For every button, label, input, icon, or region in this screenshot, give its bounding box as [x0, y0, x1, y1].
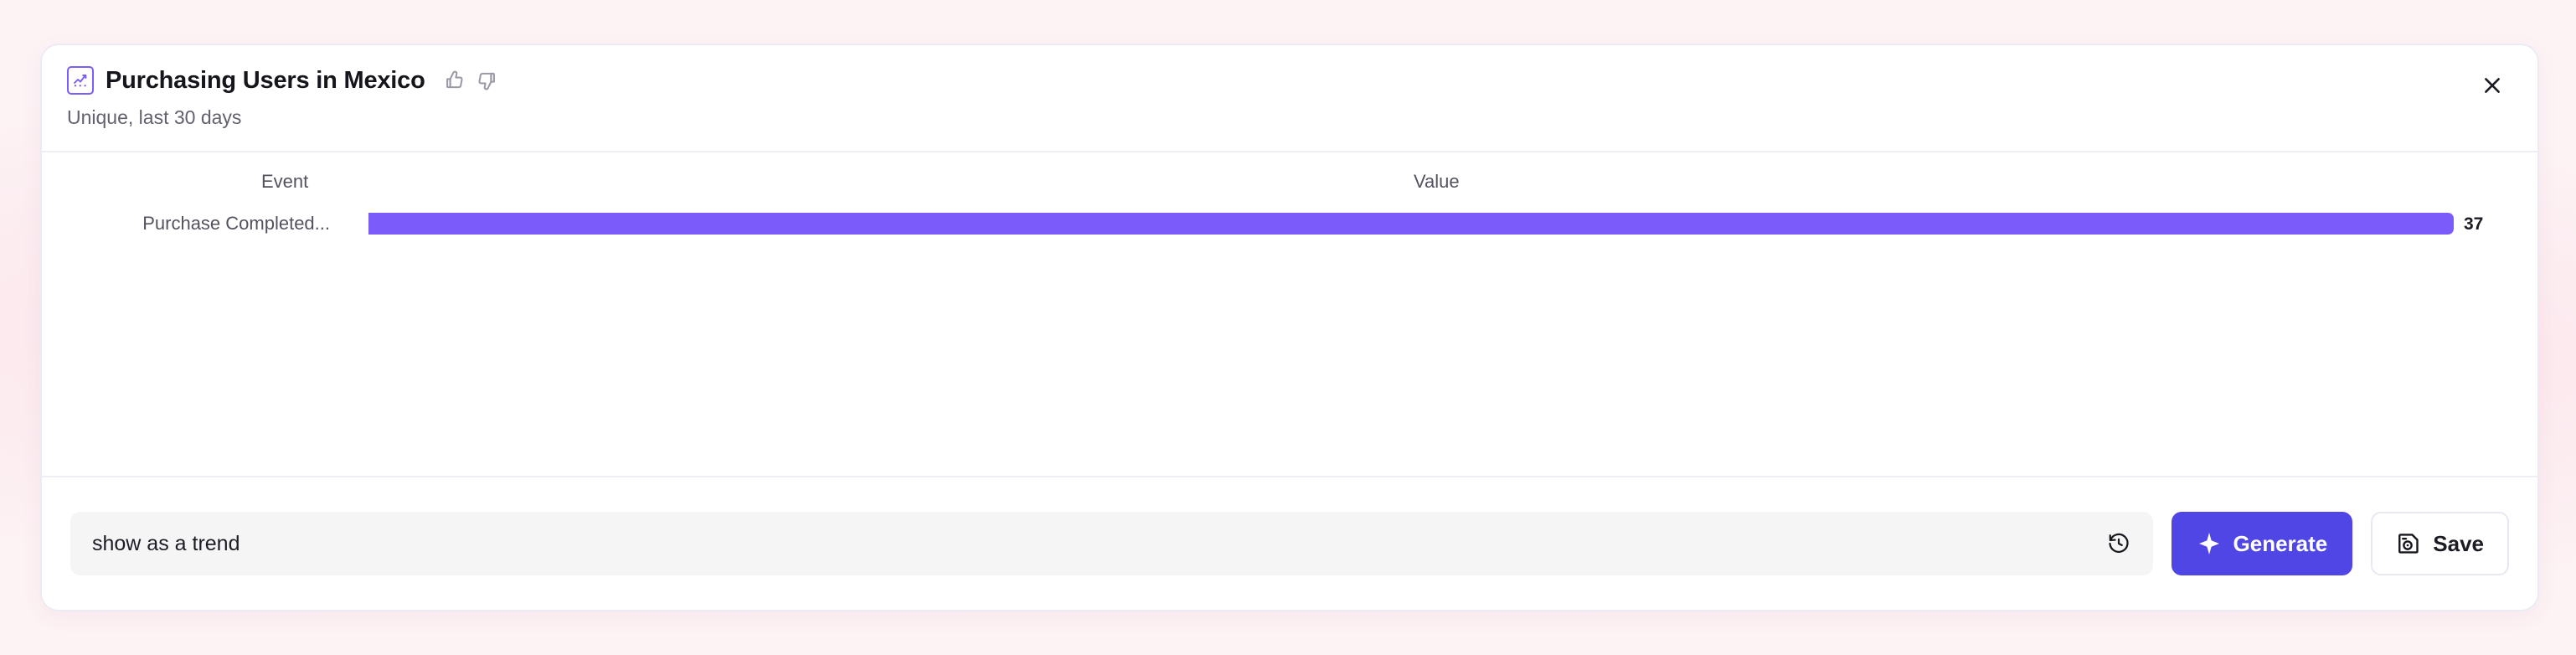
card-header: Purchasing Users in Mexico — [42, 45, 2537, 152]
bar-value-label: 37 — [2464, 214, 2484, 234]
generate-button[interactable]: Generate — [2171, 512, 2353, 575]
card-subtitle: Unique, last 30 days — [67, 106, 242, 128]
column-header-value: Value — [1414, 171, 1460, 192]
thumbs-up-icon[interactable] — [444, 70, 466, 91]
generate-button-label: Generate — [2233, 530, 2328, 556]
bar-row-label: Purchase Completed... — [142, 213, 330, 234]
prompt-wrapper — [70, 512, 2153, 575]
card-footer: Generate Save — [42, 476, 2537, 610]
save-disk-icon — [2396, 531, 2421, 556]
bar-chart-rows: Purchase Completed... 37 — [42, 204, 2537, 243]
line-chart-icon — [67, 66, 94, 95]
thumbs-down-icon[interactable] — [476, 70, 497, 91]
bar-track — [368, 213, 2454, 235]
table-column-headers: Event Value — [42, 152, 2537, 204]
close-icon[interactable] — [2476, 69, 2509, 102]
page-title: Purchasing Users in Mexico — [106, 66, 425, 94]
feedback-icons — [444, 70, 497, 91]
save-button-label: Save — [2433, 530, 2484, 556]
insight-card: Purchasing Users in Mexico — [40, 44, 2539, 611]
chart-body: Event Value Purchase Completed... 37 — [42, 152, 2537, 477]
history-icon[interactable] — [2105, 529, 2133, 558]
title-row: Purchasing Users in Mexico — [67, 64, 2512, 97]
sparkle-icon — [2197, 531, 2222, 556]
bar-row[interactable]: Purchase Completed... — [42, 204, 2537, 243]
bar-fill — [368, 213, 2454, 235]
column-header-event: Event — [261, 171, 309, 192]
save-button[interactable]: Save — [2371, 512, 2509, 575]
prompt-input[interactable] — [70, 512, 2153, 575]
